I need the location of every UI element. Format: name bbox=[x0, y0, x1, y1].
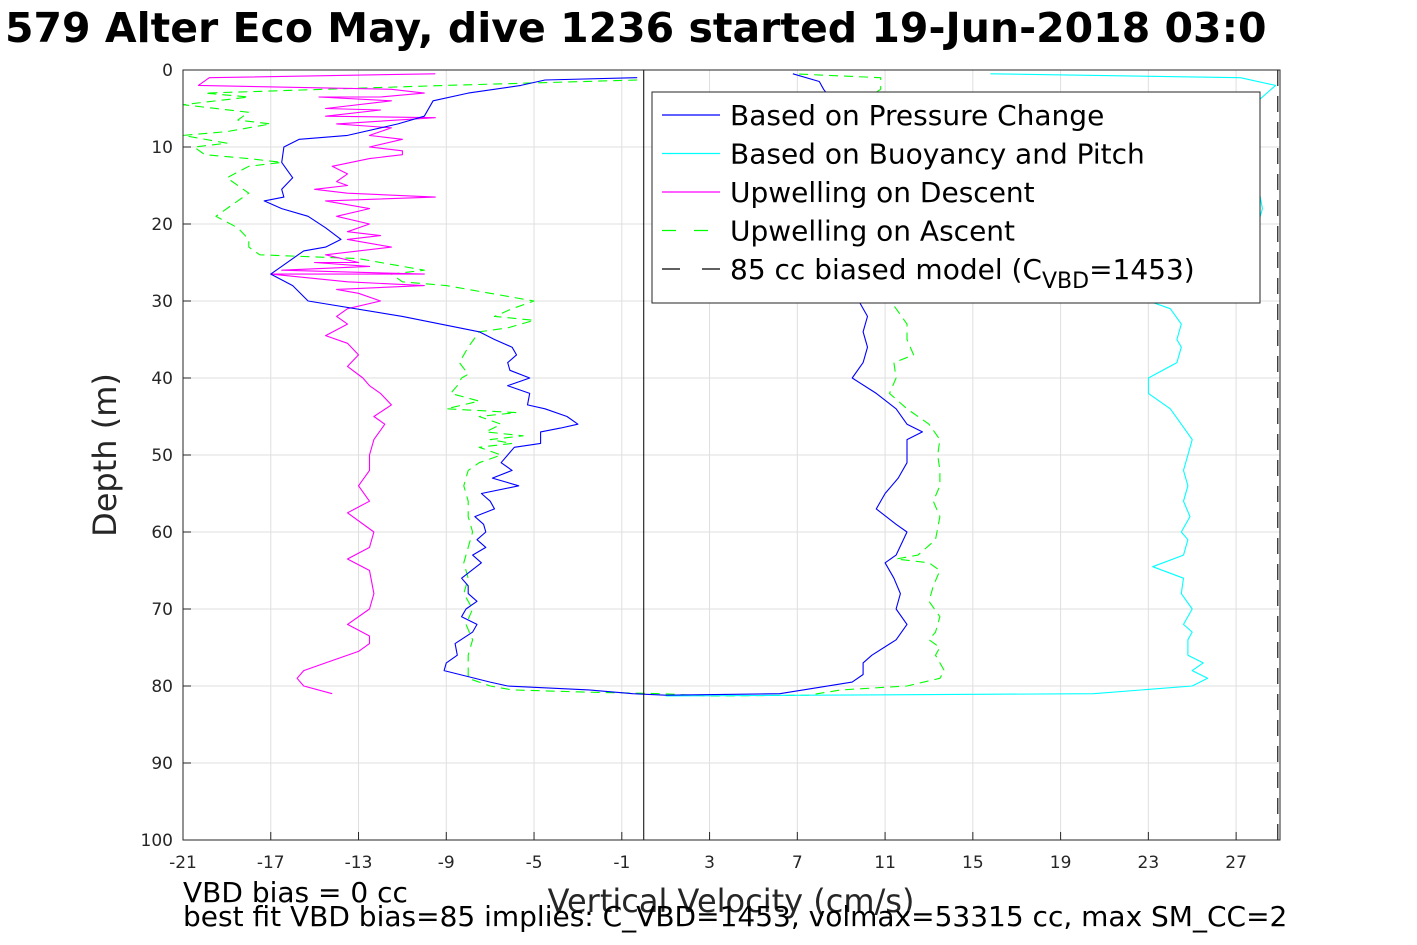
y-tick-label: 80 bbox=[151, 677, 173, 697]
y-tick-label: 30 bbox=[151, 292, 173, 312]
legend-entry-label: Upwelling on Ascent bbox=[730, 215, 1015, 248]
series-line-1 bbox=[263, 73, 923, 696]
x-tick-label: -1 bbox=[613, 853, 630, 873]
y-tick-label: 90 bbox=[151, 754, 173, 774]
legend-entry-label: Based on Pressure Change bbox=[730, 99, 1104, 132]
x-axis-label: Vertical Velocity (cm/s) bbox=[548, 882, 915, 920]
y-tick-label: 70 bbox=[151, 600, 173, 620]
y-tick-label: 0 bbox=[162, 61, 173, 81]
x-tick-label: 19 bbox=[1050, 853, 1072, 873]
y-tick-label: 40 bbox=[151, 369, 173, 389]
chart-title: 579 Alter Eco May, dive 1236 started 19-… bbox=[5, 4, 1267, 52]
legend-entry-label: Upwelling on Descent bbox=[730, 176, 1035, 209]
x-tick-label: 27 bbox=[1225, 853, 1247, 873]
axis-ticks: -21 -17 -13 -9 -5 -1 3 7 11 15 19 23 270102030405060… bbox=[141, 61, 1247, 873]
x-tick-label: 7 bbox=[792, 853, 803, 873]
series-line-3 bbox=[197, 73, 436, 695]
footer-note-best-fit: best fit VBD bias=85 implies: C_VBD=1453… bbox=[183, 900, 1288, 933]
y-tick-label: 60 bbox=[151, 523, 173, 543]
y-tick-label: 100 bbox=[141, 831, 173, 851]
legend-entry-label: 85 cc biased model (CVBD=1453) bbox=[730, 253, 1195, 294]
x-tick-label: -13 bbox=[345, 853, 373, 873]
y-axis-label: Depth (m) bbox=[86, 373, 124, 537]
x-tick-label: -21 bbox=[169, 853, 197, 873]
x-tick-label: 23 bbox=[1138, 853, 1160, 873]
x-tick-label: 3 bbox=[704, 853, 715, 873]
y-tick-label: 50 bbox=[151, 446, 173, 466]
legend-entry-label: Based on Buoyancy and Pitch bbox=[730, 138, 1145, 171]
y-tick-label: 20 bbox=[151, 215, 173, 235]
legend-box bbox=[651, 91, 1261, 304]
series-line-4 bbox=[182, 73, 945, 697]
y-tick-label: 10 bbox=[151, 138, 173, 158]
legend: Based on Pressure Change Based on Buoyanc… bbox=[651, 91, 1261, 304]
x-tick-label: -5 bbox=[526, 853, 543, 873]
x-tick-label: 11 bbox=[874, 853, 896, 873]
x-tick-label: -9 bbox=[438, 853, 455, 873]
x-tick-label: 15 bbox=[962, 853, 984, 873]
x-tick-label: -17 bbox=[257, 853, 285, 873]
footer-note-bias: VBD bias = 0 cc bbox=[183, 876, 408, 909]
